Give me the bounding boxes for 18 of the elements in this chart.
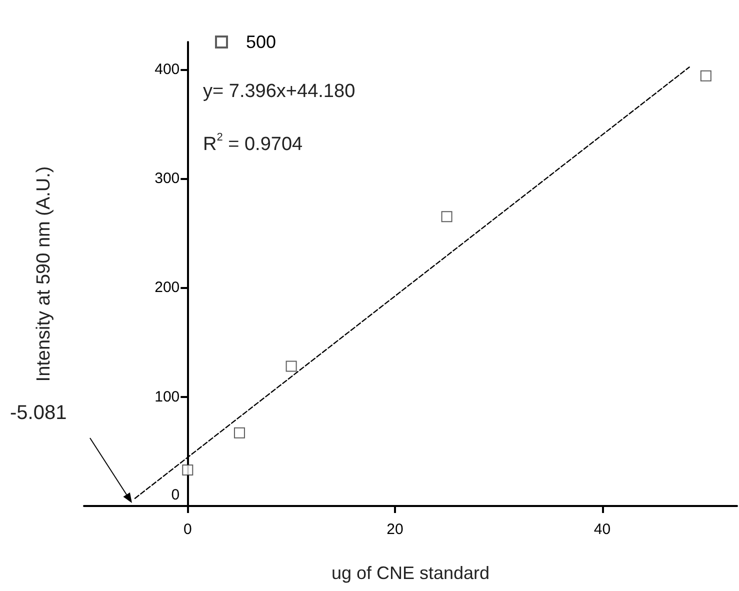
point [234,427,245,438]
point [700,70,712,82]
y-tick-label: 400 [154,60,180,78]
y-tick-label: 200 [154,279,180,296]
legend-label: 500 [246,32,276,52]
x-tick-label: 20 [386,521,404,538]
y-tick-label: 300 [154,170,180,187]
y-tick-label: 100 [154,388,180,406]
y-tick-label: 0 [171,486,180,504]
x-tick-label: 40 [594,521,611,538]
point [286,360,297,372]
point [441,211,452,222]
x-axis-title: ug of CNE standard [331,563,490,583]
text: -5.081 [10,402,67,425]
y-axis-title: Intensity at 590 nm (A.U.) [34,166,55,382]
point [182,464,194,476]
x-tick-label: 0 [183,521,192,538]
annotation: y= 7.396x+44.180 [203,81,356,102]
